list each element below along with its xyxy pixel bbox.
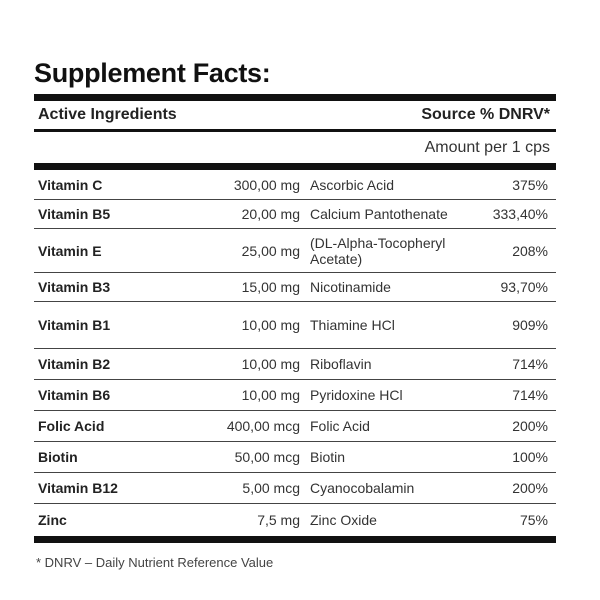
- ingredient-dnrv: 375%: [512, 176, 548, 193]
- ingredient-dnrv: 93,70%: [500, 279, 548, 295]
- ingredient-name: Folic Acid: [38, 418, 105, 434]
- ingredient-source: Thiamine HCl: [310, 317, 395, 333]
- table-row: Vitamin B6 10,00 mg Pyridoxine HCl 714%: [34, 380, 556, 411]
- ingredient-dnrv: 714%: [512, 356, 548, 372]
- ingredient-source: Nicotinamide: [310, 279, 391, 295]
- ingredient-source: Folic Acid: [310, 418, 370, 434]
- table-row: Biotin 50,00 mcg Biotin 100%: [34, 442, 556, 473]
- ingredient-amount: 7,5 mg: [257, 512, 300, 528]
- ingredient-name: Vitamin B3: [38, 279, 111, 295]
- table-row: Vitamin C 300,00 mg Ascorbic Acid 375%: [34, 170, 556, 200]
- table-row: Folic Acid 400,00 mcg Folic Acid 200%: [34, 411, 556, 442]
- table-row: Vitamin B12 5,00 mcg Cyanocobalamin 200%: [34, 473, 556, 504]
- table-row: Vitamin B2 10,00 mg Riboflavin 714%: [34, 349, 556, 380]
- amount-per-label: Amount per 1 cps: [424, 139, 550, 156]
- page-title: Supplement Facts:: [34, 58, 271, 88]
- ingredient-amount: 50,00 mcg: [234, 449, 300, 465]
- ingredient-amount: 10,00 mg: [241, 356, 300, 372]
- ingredient-name: Vitamin B5: [38, 206, 111, 222]
- ingredient-source: Calcium Pantothenate: [310, 206, 448, 222]
- ingredient-dnrv: 208%: [512, 242, 548, 259]
- ingredient-name: Vitamin B2: [38, 356, 111, 372]
- ingredient-dnrv: 714%: [512, 387, 548, 403]
- source-dnrv-header: Source % DNRV*: [421, 106, 550, 123]
- ingredient-source: Riboflavin: [310, 356, 372, 372]
- ingredient-source: Cyanocobalamin: [310, 480, 415, 496]
- ingredients-table: Vitamin C 300,00 mg Ascorbic Acid 375% V…: [34, 170, 556, 536]
- ingredient-source: Biotin: [310, 449, 346, 465]
- ingredient-source: (DL-Alpha-Tocopheryl Acetate): [310, 234, 446, 267]
- ingredient-name: Vitamin E: [38, 242, 102, 259]
- column-header: Active Ingredients Source % DNRV*: [34, 101, 556, 129]
- ingredient-source: Pyridoxine HCl: [310, 387, 403, 403]
- ingredient-name: Biotin: [38, 449, 78, 465]
- table-row: Vitamin B3 15,00 mg Nicotinamide 93,70%: [34, 273, 556, 302]
- ingredient-amount: 10,00 mg: [241, 387, 300, 403]
- ingredient-name: Vitamin B1: [38, 317, 111, 333]
- table-top-rule: [34, 163, 556, 170]
- table-row: Vitamin E 25,00 mg (DL-Alpha-Tocopheryl …: [34, 229, 556, 273]
- ingredient-name: Vitamin B6: [38, 387, 111, 403]
- ingredient-amount: 15,00 mg: [241, 279, 300, 295]
- table-bottom-rule: [34, 536, 556, 543]
- ingredient-dnrv: 75%: [519, 512, 548, 528]
- ingredient-dnrv: 333,40%: [492, 206, 548, 222]
- ingredient-amount: 20,00 mg: [241, 206, 300, 222]
- ingredient-dnrv: 200%: [512, 418, 548, 434]
- supplement-facts-panel: Supplement Facts: Active Ingredients Sou…: [34, 54, 556, 570]
- table-row: Zinc 7,5 mg Zinc Oxide 75%: [34, 504, 556, 536]
- ingredient-dnrv: 909%: [512, 317, 548, 333]
- ingredient-dnrv: 200%: [512, 480, 548, 496]
- header-rule: [34, 129, 556, 132]
- ingredient-amount: 25,00 mg: [241, 242, 300, 259]
- active-ingredients-header: Active Ingredients: [38, 106, 177, 123]
- table-row: Vitamin B1 10,00 mg Thiamine HCl 909%: [34, 302, 556, 349]
- ingredient-name: Vitamin C: [38, 176, 103, 193]
- title-rule: [34, 94, 556, 101]
- ingredient-amount: 300,00 mg: [233, 176, 300, 193]
- ingredient-amount: 5,00 mcg: [242, 480, 300, 496]
- ingredient-name: Vitamin B12: [38, 480, 118, 496]
- table-row: Vitamin B5 20,00 mg Calcium Pantothenate…: [34, 200, 556, 229]
- ingredient-name: Zinc: [38, 512, 67, 528]
- footnote: * DNRV – Daily Nutrient Reference Value: [36, 555, 274, 570]
- ingredient-dnrv: 100%: [512, 449, 548, 465]
- ingredient-amount: 400,00 mcg: [226, 418, 300, 434]
- ingredient-source: Zinc Oxide: [310, 512, 377, 528]
- ingredient-source: Ascorbic Acid: [310, 176, 395, 193]
- ingredient-amount: 10,00 mg: [241, 317, 300, 333]
